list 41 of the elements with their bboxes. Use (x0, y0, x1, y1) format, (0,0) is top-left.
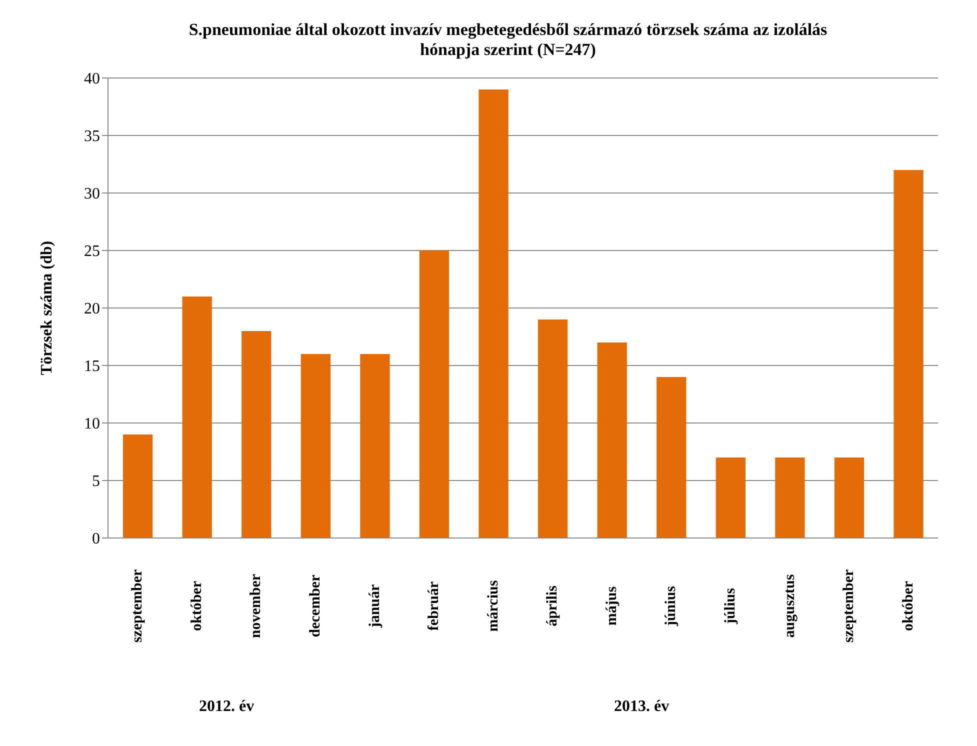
bar (716, 458, 746, 538)
y-tick-label: 25 (84, 243, 100, 260)
y-tick-label: 30 (84, 186, 100, 203)
y-tick-label: 0 (92, 530, 100, 548)
x-tick-label: december (308, 574, 324, 638)
y-tick-label: 10 (84, 416, 100, 433)
y-tick-label: 40 (84, 70, 100, 88)
bar (775, 458, 805, 538)
bar (538, 320, 568, 538)
x-tick-label: április (544, 585, 561, 626)
bar (478, 90, 508, 538)
bar (182, 296, 212, 538)
bar (419, 250, 450, 538)
bar (360, 354, 390, 538)
chart-title: S.pneumoniae által okozott invazív megbetegedésből származó törzsek száma az izolálás hónapja szerint (N=247) (188, 20, 828, 60)
text: 2012. év (198, 698, 256, 716)
y-tick-label: 5 (92, 473, 100, 490)
y-axis-title: Törzsek száma (db) (38, 240, 56, 376)
x-tick-label: október (188, 580, 205, 631)
x-tick-label: október (900, 580, 916, 631)
x-tick-label: július (722, 588, 738, 625)
text: 2013. év (613, 698, 670, 716)
x-tick-label: június (663, 586, 680, 628)
bar (894, 170, 924, 538)
y-tick-label: 35 (84, 128, 100, 146)
x-tick-label: november (248, 574, 264, 638)
bar (123, 434, 153, 538)
x-tick-label: szeptember (841, 569, 858, 643)
x-tick-label: augusztus (782, 574, 798, 638)
x-tick-label: január (366, 584, 383, 629)
bar (597, 342, 627, 538)
bar (656, 377, 686, 538)
x-tick-label: szeptember (130, 569, 146, 643)
y-tick-label: 15 (84, 358, 100, 376)
y-tick-label: 20 (84, 300, 100, 318)
bar (300, 354, 330, 538)
x-tick-label: február (426, 581, 442, 631)
x-tick-label: május (604, 586, 620, 626)
bar (242, 331, 272, 538)
x-tick-label: március (485, 580, 502, 632)
bar (834, 458, 864, 538)
